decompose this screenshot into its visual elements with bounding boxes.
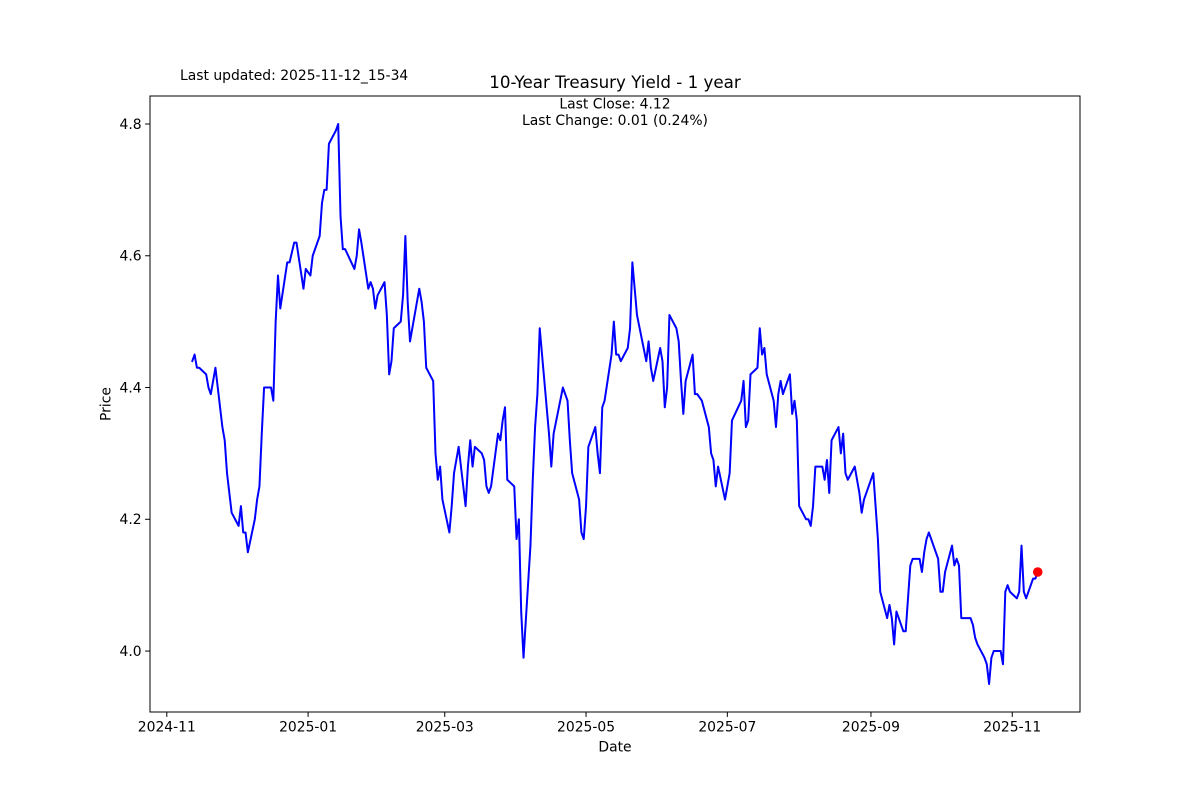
y-axis-label: Price (99, 387, 115, 421)
y-tick-label: 4.4 (120, 380, 142, 396)
x-tick-label: 2025-11 (983, 720, 1041, 736)
x-tick-label: 2024-11 (138, 720, 196, 736)
x-tick-label: 2025-05 (557, 720, 615, 736)
chart-title: 10-Year Treasury Yield - 1 year (489, 72, 741, 92)
y-axis: 4.0 4.2 4.4 4.6 4.8 (120, 117, 150, 660)
annotation-last-change: Last Change: 0.01 (0.24%) (522, 113, 708, 129)
last-close-marker (1032, 567, 1043, 577)
y-tick-label: 4.8 (120, 117, 142, 133)
x-tick-label: 2025-01 (279, 720, 337, 736)
plot-area-frame (149, 95, 1081, 713)
x-tick-label: 2025-07 (698, 720, 756, 736)
y-tick-label: 4.2 (120, 512, 142, 528)
x-tick-label: 2025-09 (842, 720, 900, 736)
x-axis: 2024-11 2025-01 2025-03 2025-05 2025-07 2025-… (138, 712, 1041, 736)
y-tick-label: 4.6 (120, 249, 142, 265)
y-tick-label: 4.0 (120, 644, 142, 660)
last-updated-text: Last updated: 2025-11-12_15-34 (180, 68, 408, 84)
annotation-last-close: Last Close: 4.12 (559, 97, 670, 113)
x-tick-label: 2025-03 (416, 720, 474, 736)
x-axis-label: Date (598, 740, 631, 756)
price-line-series (191, 123, 1039, 685)
